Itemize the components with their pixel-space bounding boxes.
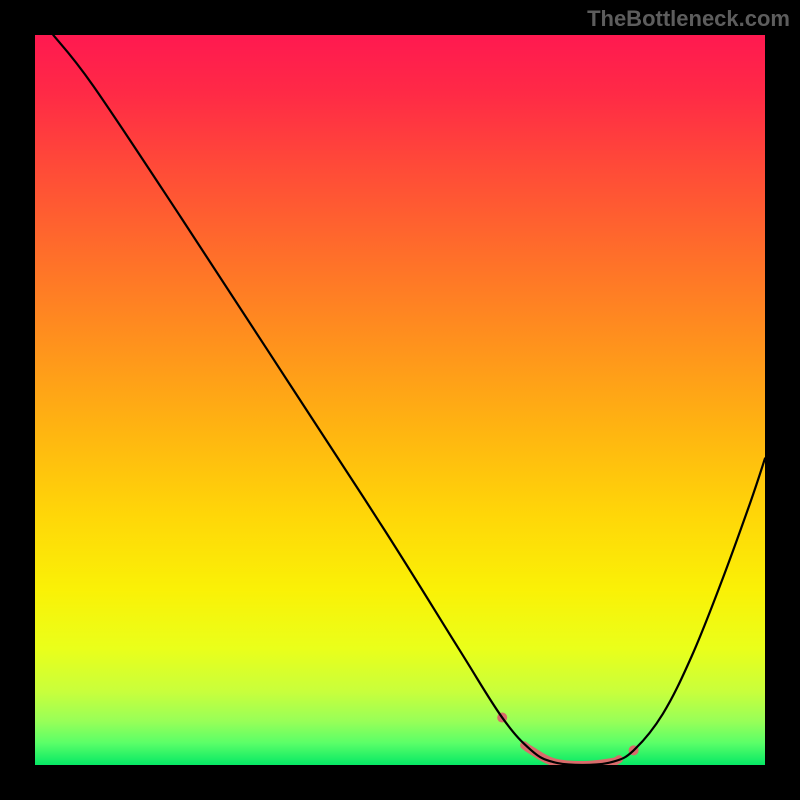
chart-frame: TheBottleneck.com	[0, 0, 800, 800]
watermark-text: TheBottleneck.com	[587, 6, 790, 32]
chart-svg	[35, 35, 765, 765]
plot-area	[35, 35, 765, 765]
gradient-background	[35, 35, 765, 765]
